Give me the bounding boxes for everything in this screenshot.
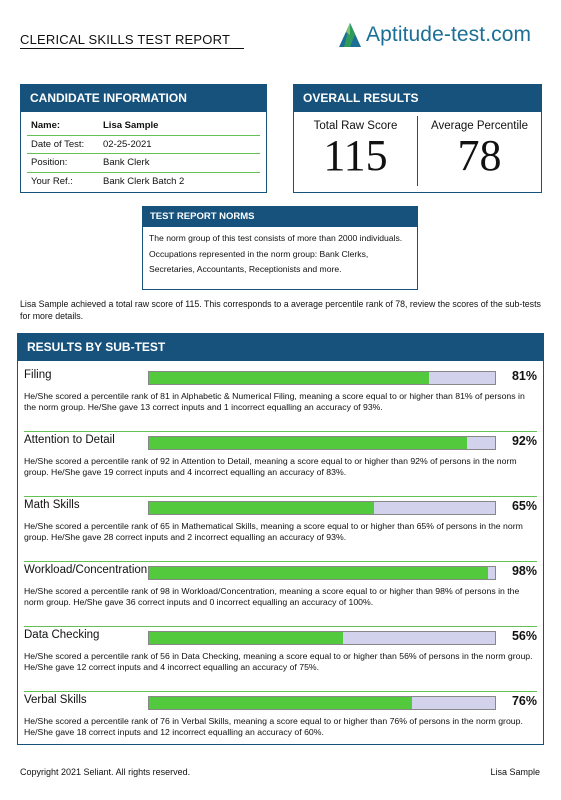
percentile-bar — [148, 371, 496, 385]
subtest-description: He/She scored a percentile rank of 98 in… — [24, 586, 520, 607]
overall-results-heading: OVERALL RESULTS — [294, 85, 541, 112]
percentile-bar-fill — [149, 632, 343, 644]
test-report-norms-heading: TEST REPORT NORMS — [143, 207, 417, 227]
results-by-subtest-heading: RESULTS BY SUB-TEST — [18, 334, 543, 361]
candidate-label: Name: — [31, 120, 61, 132]
subtest-name: Verbal Skills — [24, 694, 87, 706]
candidate-value: Bank Clerk Batch 2 — [103, 176, 185, 188]
candidate-label: Position: — [31, 157, 68, 169]
subtest-attention-to-detail: Attention to Detail 92% He/She scored a … — [24, 432, 537, 497]
candidate-information-panel: CANDIDATE INFORMATION Name: Lisa Sample … — [20, 84, 267, 193]
subtest-description: He/She scored a percentile rank of 92 in… — [24, 456, 517, 477]
footer-copyright: Copyright 2021 Seliant. All rights reser… — [20, 767, 191, 777]
subtest-divider — [24, 691, 537, 692]
subtest-divider — [24, 431, 537, 432]
subtest-name: Math Skills — [24, 499, 80, 511]
subtest-divider — [24, 626, 537, 627]
subtest-percent: 92% — [511, 434, 537, 448]
subtest-workload-concentration: Workload/Concentration 98% He/She scored… — [24, 562, 537, 627]
total-raw-score-label: Total Raw Score — [313, 120, 398, 132]
candidate-row-date: Date of Test: 02-25-2021 — [27, 136, 260, 154]
subtest-description: He/She scored a percentile rank of 76 in… — [24, 716, 523, 737]
average-percentile: Average Percentile 78 — [417, 116, 541, 186]
subtest-filing: Filing 81% He/She scored a percentile ra… — [24, 367, 537, 432]
percentile-bar-fill — [149, 437, 468, 449]
percentile-bar — [148, 631, 496, 645]
subtest-divider — [24, 561, 537, 562]
candidate-information-heading: CANDIDATE INFORMATION — [21, 85, 266, 112]
percentile-bar — [148, 501, 496, 515]
percentile-bar — [148, 436, 496, 450]
summary-text: Lisa Sample achieved a total raw score o… — [20, 299, 541, 321]
subtest-data-checking: Data Checking 56% He/She scored a percen… — [24, 627, 537, 692]
candidate-row-name: Name: Lisa Sample — [27, 117, 260, 136]
average-percentile-label: Average Percentile — [431, 120, 528, 132]
mountain-logo-icon — [339, 23, 361, 47]
candidate-value: Bank Clerk — [103, 157, 150, 169]
subtest-name: Data Checking — [24, 629, 100, 641]
footer-candidate-name: Lisa Sample — [490, 767, 540, 777]
subtest-percent: 56% — [511, 629, 537, 643]
report-title: CLERICAL SKILLS TEST REPORT — [20, 32, 245, 49]
brand-logo: Aptitude-test.com — [338, 22, 531, 48]
candidate-row-position: Position: Bank Clerk — [27, 154, 260, 173]
percentile-bar-fill — [149, 372, 430, 384]
subtest-verbal-skills: Verbal Skills 76% He/She scored a percen… — [24, 692, 537, 757]
percentile-bar — [148, 566, 496, 580]
candidate-row-reference: Your Ref.: Bank Clerk Batch 2 — [27, 173, 260, 192]
candidate-value: 02-25-2021 — [103, 138, 152, 150]
subtest-name: Attention to Detail — [24, 434, 115, 446]
subtest-percent: 81% — [511, 369, 537, 383]
subtest-percent: 76% — [511, 694, 537, 708]
test-report-norms-text: The norm group of this test consists of … — [149, 233, 403, 274]
subtest-divider — [24, 496, 537, 497]
test-report-norms-panel: TEST REPORT NORMS The norm group of this… — [142, 206, 418, 290]
percentile-bar-fill — [149, 567, 489, 579]
subtest-name: Workload/Concentration — [24, 564, 148, 576]
candidate-label: Date of Test: — [31, 138, 85, 150]
overall-results-panel: OVERALL RESULTS Total Raw Score 115 Aver… — [293, 84, 542, 193]
total-raw-score-value: 115 — [323, 131, 388, 180]
subtest-description: He/She scored a percentile rank of 65 in… — [24, 521, 523, 542]
subtest-percent: 98% — [511, 564, 537, 578]
results-by-subtest-panel: RESULTS BY SUB-TEST Filing 81% He/She sc… — [17, 333, 544, 745]
percentile-bar — [148, 696, 496, 710]
subtest-percent: 65% — [511, 499, 537, 513]
candidate-value: Lisa Sample — [103, 120, 159, 132]
percentile-bar-fill — [149, 502, 374, 514]
subtest-math-skills: Math Skills 65% He/She scored a percenti… — [24, 497, 537, 562]
subtest-name: Filing — [24, 369, 52, 381]
average-percentile-value: 78 — [457, 131, 502, 180]
total-raw-score: Total Raw Score 115 — [294, 112, 417, 192]
subtest-description: He/She scored a percentile rank of 56 in… — [24, 651, 533, 672]
brand-logo-text: Aptitude-test.com — [366, 23, 532, 46]
percentile-bar-fill — [149, 697, 412, 709]
candidate-label: Your Ref.: — [31, 176, 73, 188]
subtest-description: He/She scored a percentile rank of 81 in… — [24, 391, 525, 412]
